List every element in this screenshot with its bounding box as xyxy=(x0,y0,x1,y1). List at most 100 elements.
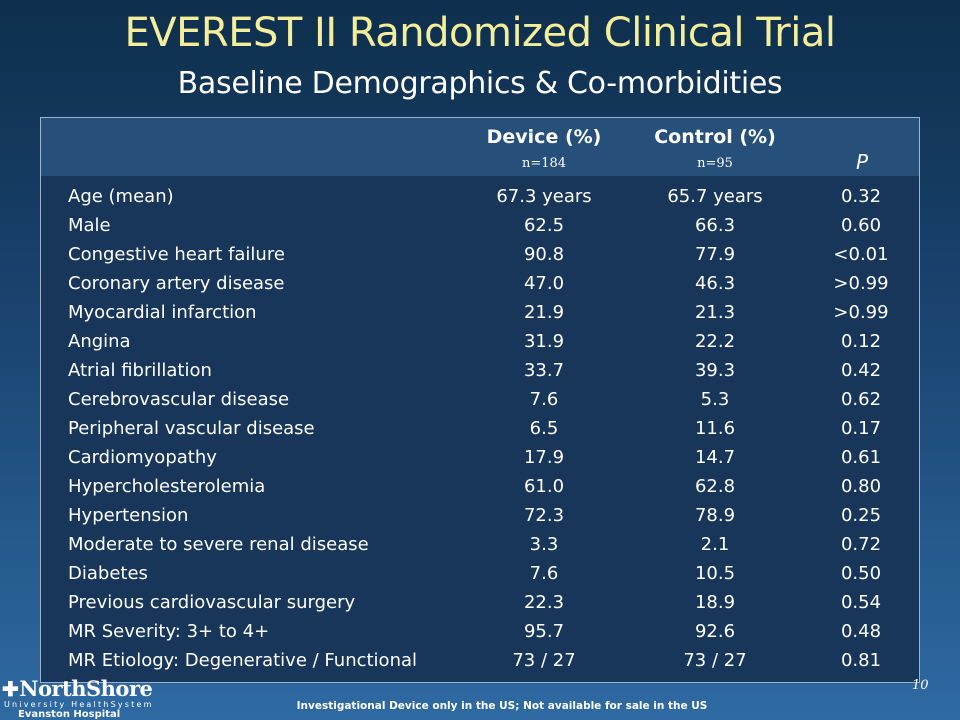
table-row: MR Etiology: Degenerative / Functional 73… xyxy=(41,646,919,675)
table-row: Age (mean) 67.3 years 65.7 years 0.32 xyxy=(41,182,919,211)
northshore-logo: ✚NorthShore University HealthSystem Evan… xyxy=(0,676,158,720)
row-label: Cardiomyopathy xyxy=(68,447,217,468)
device-value: 62.5 xyxy=(523,215,565,236)
device-value: 21.9 xyxy=(523,302,565,323)
table-row: Hypertension 72.3 78.9 0.25 xyxy=(41,501,919,530)
table-row: Coronary artery disease 47.0 46.3 >0.99 xyxy=(41,269,919,298)
control-value: 2.1 xyxy=(700,534,730,555)
p-value: >0.99 xyxy=(833,273,889,294)
p-value: 0.72 xyxy=(840,534,882,555)
device-value: 73 / 27 xyxy=(512,650,576,671)
control-value: 18.9 xyxy=(694,592,736,613)
logo-name: NorthShore xyxy=(19,676,153,701)
row-label: Hypertension xyxy=(68,505,189,526)
device-value: 33.7 xyxy=(523,360,565,381)
table-row: Hypercholesterolemia 61.0 62.8 0.80 xyxy=(41,472,919,501)
control-value: 39.3 xyxy=(694,360,736,381)
control-value: 5.3 xyxy=(700,389,730,410)
control-column-header: Control (%) xyxy=(654,126,776,148)
control-value: 22.2 xyxy=(694,331,736,352)
table-row: Previous cardiovascular surgery 22.3 18.9 0… xyxy=(41,588,919,617)
device-value: 3.3 xyxy=(529,534,559,555)
p-value: 0.81 xyxy=(840,650,882,671)
device-value: 17.9 xyxy=(523,447,565,468)
control-value: 66.3 xyxy=(694,215,736,236)
p-value: >0.99 xyxy=(833,302,889,323)
control-value: 46.3 xyxy=(694,273,736,294)
row-label: Hypercholesterolemia xyxy=(68,476,266,497)
logo-wordmark: ✚NorthShore xyxy=(2,676,153,701)
control-n-label: n=95 xyxy=(697,156,733,171)
p-value: 0.32 xyxy=(840,186,882,207)
table-row: Myocardial infarction 21.9 21.3 >0.99 xyxy=(41,298,919,327)
device-value: 72.3 xyxy=(523,505,565,526)
p-value-column-header: P xyxy=(855,150,869,174)
row-label: Coronary artery disease xyxy=(68,273,285,294)
table-row: Moderate to severe renal disease 3.3 2.1 0.… xyxy=(41,530,919,559)
device-value: 7.6 xyxy=(529,563,559,584)
control-value: 11.6 xyxy=(694,418,736,439)
table-header: Device (%) n=184 Control (%) n=95 P xyxy=(41,118,919,176)
row-label: MR Severity: 3+ to 4+ xyxy=(68,621,270,642)
table-row: Peripheral vascular disease 6.5 11.6 0.17 xyxy=(41,414,919,443)
device-value: 6.5 xyxy=(529,418,559,439)
table-row: Diabetes 7.6 10.5 0.50 xyxy=(41,559,919,588)
device-value: 31.9 xyxy=(523,331,565,352)
p-value: 0.54 xyxy=(840,592,882,613)
logo-tagline: University HealthSystem xyxy=(4,700,154,709)
table-row: Cerebrovascular disease 7.6 5.3 0.62 xyxy=(41,385,919,414)
device-value: 67.3 years xyxy=(496,186,592,207)
row-label: Age (mean) xyxy=(68,186,174,207)
control-value: 14.7 xyxy=(694,447,736,468)
row-label: Previous cardiovascular surgery xyxy=(68,592,356,613)
row-label: Atrial fibrillation xyxy=(68,360,212,381)
cross-icon: ✚ xyxy=(2,677,19,701)
row-label: Male xyxy=(68,215,111,236)
row-label: Myocardial infarction xyxy=(68,302,257,323)
device-column-header: Device (%) xyxy=(486,126,602,148)
device-value: 90.8 xyxy=(523,244,565,265)
p-value: 0.25 xyxy=(840,505,882,526)
row-label: Angina xyxy=(68,331,131,352)
device-value: 95.7 xyxy=(523,621,565,642)
device-value: 61.0 xyxy=(523,476,565,497)
control-value: 62.8 xyxy=(694,476,736,497)
control-value: 21.3 xyxy=(694,302,736,323)
table-row: Angina 31.9 22.2 0.12 xyxy=(41,327,919,356)
row-label: Peripheral vascular disease xyxy=(68,418,315,439)
p-value: 0.60 xyxy=(840,215,882,236)
table-row: Male 62.5 66.3 0.60 xyxy=(41,211,919,240)
table-row: Cardiomyopathy 17.9 14.7 0.61 xyxy=(41,443,919,472)
p-value: 0.50 xyxy=(840,563,882,584)
table-row: Atrial fibrillation 33.7 39.3 0.42 xyxy=(41,356,919,385)
logo-hospital: Evanston Hospital xyxy=(18,709,121,720)
p-value: 0.12 xyxy=(840,331,882,352)
p-value: 0.17 xyxy=(840,418,882,439)
p-value: <0.01 xyxy=(833,244,889,265)
p-value: 0.80 xyxy=(840,476,882,497)
row-label: Cerebrovascular disease xyxy=(68,389,290,410)
p-value: 0.62 xyxy=(840,389,882,410)
control-value: 92.6 xyxy=(694,621,736,642)
control-value: 78.9 xyxy=(694,505,736,526)
page-number: 10 xyxy=(912,678,929,693)
device-n-label: n=184 xyxy=(521,156,567,171)
table-row: Congestive heart failure 90.8 77.9 <0.01 xyxy=(41,240,919,269)
control-value: 10.5 xyxy=(694,563,736,584)
p-value: 0.61 xyxy=(840,447,882,468)
row-label: Congestive heart failure xyxy=(68,244,285,265)
row-label: Moderate to severe renal disease xyxy=(68,534,369,555)
slide-title: EVEREST II Randomized Clinical Trial xyxy=(124,10,836,56)
control-value: 77.9 xyxy=(694,244,736,265)
p-value: 0.42 xyxy=(840,360,882,381)
device-value: 7.6 xyxy=(529,389,559,410)
p-value: 0.48 xyxy=(840,621,882,642)
slide-subtitle: Baseline Demographics & Co-morbidities xyxy=(177,66,783,101)
demographics-table: Device (%) n=184 Control (%) n=95 P Age … xyxy=(40,117,920,683)
control-value: 65.7 years xyxy=(667,186,763,207)
footnote: Investigational Device only in the US; N… xyxy=(296,700,708,712)
row-label: Diabetes xyxy=(68,563,148,584)
row-label: MR Etiology: Degenerative / Functional xyxy=(68,650,418,671)
control-value: 73 / 27 xyxy=(683,650,747,671)
table-body: Age (mean) 67.3 years 65.7 years 0.32 Male 62… xyxy=(41,182,919,675)
